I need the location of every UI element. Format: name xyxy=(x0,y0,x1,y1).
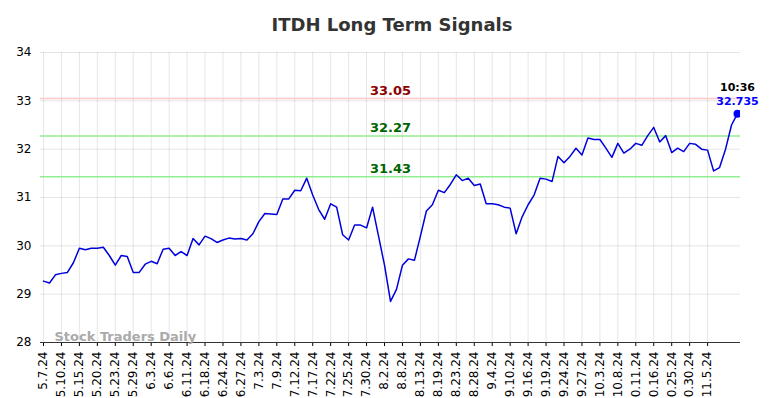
svg-text:30: 30 xyxy=(16,239,31,253)
svg-text:10.11.24: 10.11.24 xyxy=(629,352,643,398)
svg-text:9.27.24: 9.27.24 xyxy=(575,352,589,398)
svg-text:9.10.24: 9.10.24 xyxy=(503,352,517,398)
svg-text:9.24.24: 9.24.24 xyxy=(557,352,571,398)
svg-text:7.25.24: 7.25.24 xyxy=(341,352,355,398)
svg-text:7.22.24: 7.22.24 xyxy=(324,352,338,398)
svg-text:7.17.24: 7.17.24 xyxy=(306,352,320,398)
html-text:ITDH Long Term Signals: ITDH Long Term Signals xyxy=(271,14,513,35)
svg-text:Stock Traders Daily: Stock Traders Daily xyxy=(55,329,197,344)
svg-text:10:36: 10:36 xyxy=(720,81,755,94)
svg-text:8.2.24: 8.2.24 xyxy=(377,352,391,390)
svg-text:33.05: 33.05 xyxy=(370,83,411,98)
svg-text:31.43: 31.43 xyxy=(370,161,411,176)
svg-text:6.18.24: 6.18.24 xyxy=(198,352,212,398)
svg-text:34: 34 xyxy=(16,45,31,59)
svg-text:6.24.24: 6.24.24 xyxy=(216,352,230,398)
svg-text:7.30.24: 7.30.24 xyxy=(359,352,373,398)
svg-text:6.6.24: 6.6.24 xyxy=(162,352,176,390)
svg-text:10.30.24: 10.30.24 xyxy=(682,352,696,398)
svg-text:6.11.24: 6.11.24 xyxy=(180,352,194,398)
svg-text:32: 32 xyxy=(16,142,31,156)
svg-text:8.13.24: 8.13.24 xyxy=(413,352,427,398)
svg-text:10.3.24: 10.3.24 xyxy=(593,352,607,398)
svg-text:10.25.24: 10.25.24 xyxy=(665,352,679,398)
svg-text:28: 28 xyxy=(16,335,31,349)
svg-text:9.4.24: 9.4.24 xyxy=(485,352,499,390)
svg-text:5.15.24: 5.15.24 xyxy=(72,352,86,398)
svg-text:6.27.24: 6.27.24 xyxy=(234,352,248,398)
svg-text:5.7.24: 5.7.24 xyxy=(36,352,50,390)
svg-text:33: 33 xyxy=(16,94,31,108)
svg-text:8.23.24: 8.23.24 xyxy=(449,352,463,398)
svg-text:8.19.24: 8.19.24 xyxy=(431,352,445,398)
svg-text:8.28.24: 8.28.24 xyxy=(467,352,481,398)
svg-text:32.27: 32.27 xyxy=(370,120,411,135)
svg-text:5.23.24: 5.23.24 xyxy=(108,352,122,398)
svg-text:10.8.24: 10.8.24 xyxy=(611,352,625,398)
svg-text:5.10.24: 5.10.24 xyxy=(54,352,68,398)
svg-text:7.3.24: 7.3.24 xyxy=(252,352,266,390)
svg-text:32.735: 32.735 xyxy=(716,95,758,108)
svg-text:7.9.24: 7.9.24 xyxy=(270,352,284,390)
svg-text:9.16.24: 9.16.24 xyxy=(521,352,535,398)
svg-text:31: 31 xyxy=(16,190,31,204)
svg-text:11.5.24: 11.5.24 xyxy=(700,352,714,398)
svg-text:9.19.24: 9.19.24 xyxy=(539,352,553,398)
svg-text:6.3.24: 6.3.24 xyxy=(144,352,158,390)
svg-text:5.29.24: 5.29.24 xyxy=(126,352,140,398)
svg-text:8.8.24: 8.8.24 xyxy=(395,352,409,390)
svg-text:7.12.24: 7.12.24 xyxy=(288,352,302,398)
svg-text:29: 29 xyxy=(16,287,31,301)
svg-text:5.20.24: 5.20.24 xyxy=(90,352,104,398)
svg-text:10.16.24: 10.16.24 xyxy=(647,352,661,398)
